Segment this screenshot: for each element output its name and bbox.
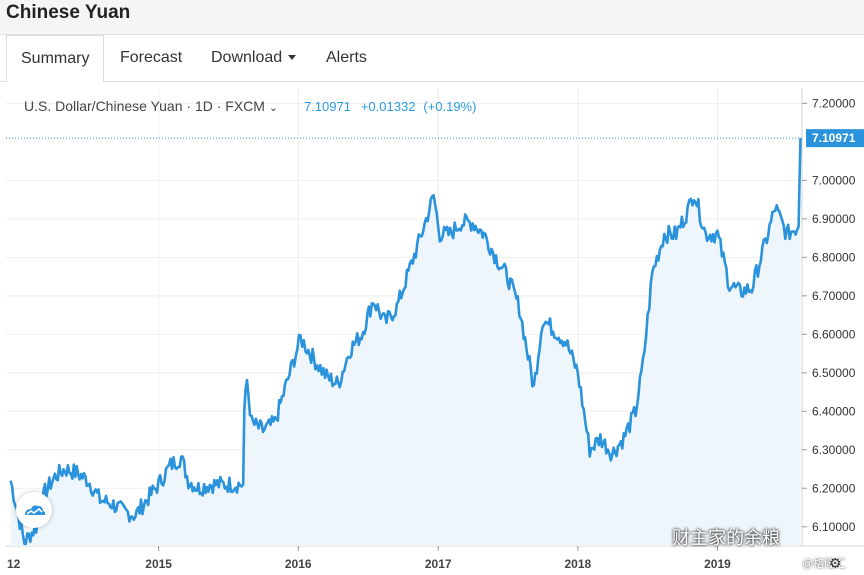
x-tick-label: 2015 [145,557,172,571]
x-tick-label: 2016 [285,557,312,571]
watermark-text: 财主家的余粮 [672,528,780,548]
price-line [9,138,802,546]
last-price-badge-label: 7.10971 [812,131,856,145]
tab-bar: Summary Forecast Download Alerts [0,35,864,83]
y-tick-label: 6.90000 [812,212,856,226]
x-tick-label: 2018 [564,557,591,571]
last-price: 7.10971 [303,99,351,114]
y-tick-label: 6.80000 [812,250,856,264]
tab-forecast[interactable]: Forecast [120,49,183,66]
page-title: Chinese Yuan [6,2,131,23]
tab-download[interactable]: Download [197,35,310,81]
caret-down-icon [288,55,297,61]
x-tick-label: 2019 [704,557,731,571]
last-price-badge [806,129,864,148]
title-bar [0,0,864,35]
tradingview-logo-button[interactable] [16,492,52,528]
y-tick-label: 6.50000 [812,366,856,380]
tab-download-label: Download [211,49,283,66]
chart-legend: U.S. Dollar/Chinese Yuan · 1D · FXCM ⌄ 7… [24,98,476,114]
cloud-icon [25,505,46,515]
y-tick-label: 6.20000 [812,481,856,495]
gear-icon[interactable]: ⚙ [829,555,842,571]
price-change-pct: (+0.19%) [423,99,477,114]
chevron-down-icon[interactable]: ⌄ [268,102,279,114]
y-tick-label: 6.40000 [812,404,856,418]
x-tick-label: 2017 [425,557,452,571]
price-change: +0.01332 [360,99,416,114]
symbol-label[interactable]: U.S. Dollar/Chinese Yuan · 1D · FXCM [24,98,265,114]
price-chart[interactable]: 7.20000 7.00000 6.90000 6.80000 6.70000 6.600… [0,82,864,575]
tab-alerts[interactable]: Alerts [326,49,367,66]
tab-summary[interactable]: Summary [6,35,105,83]
y-tick-label: 6.10000 [812,520,856,534]
y-tick-label: 6.70000 [812,289,856,303]
y-tick-label: 6.30000 [812,443,856,457]
y-tick-label: 7.00000 [812,173,856,187]
watermark-small: @格隆汇 [802,558,847,570]
x-tick-label-partial: 12 [7,557,21,571]
y-tick-label: 7.20000 [812,96,856,110]
price-area [10,138,801,546]
y-tick-label: 6.60000 [812,327,856,341]
